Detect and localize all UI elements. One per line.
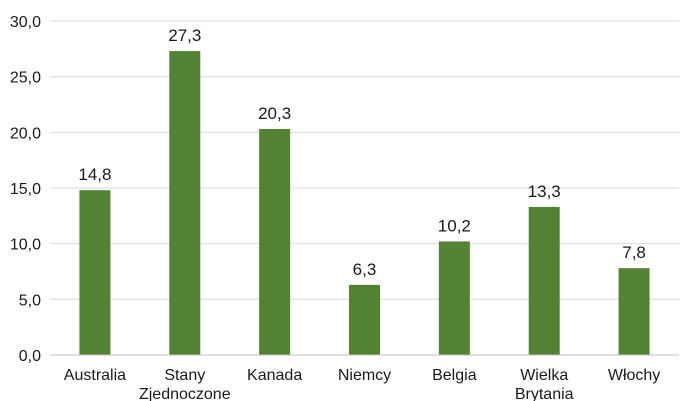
y-tick-label: 5,0 xyxy=(19,292,41,309)
bar xyxy=(528,206,560,355)
data-label: 13,3 xyxy=(528,182,561,201)
y-tick-label: 20,0 xyxy=(10,125,41,142)
x-category-label: Włochy xyxy=(608,367,660,384)
x-category-label: Belgia xyxy=(432,367,477,384)
y-tick-label: 30,0 xyxy=(10,14,41,31)
gridlines xyxy=(50,20,679,300)
bar xyxy=(259,128,291,355)
y-tick-label: 25,0 xyxy=(10,70,41,87)
y-tick-label: 0,0 xyxy=(19,348,41,365)
y-axis-tick-labels: 0,0 5,0 10,0 15,0 20,0 25,0 30,0 xyxy=(10,14,41,365)
x-category-label: Stany Zjednoczone xyxy=(139,367,231,401)
x-category-label: Kanada xyxy=(247,367,302,384)
data-label: 14,8 xyxy=(78,165,111,184)
data-label: 10,2 xyxy=(438,216,471,235)
bar xyxy=(79,190,111,355)
data-label: 20,3 xyxy=(258,104,291,123)
x-axis-category-labels: Australia Stany Zjednoczone Kanada Niemcy Bel… xyxy=(64,367,660,401)
x-category-label: Niemcy xyxy=(338,367,391,384)
y-tick-label: 10,0 xyxy=(10,237,41,254)
bar xyxy=(349,284,380,355)
data-label: 27,3 xyxy=(168,26,201,45)
bar xyxy=(169,51,201,356)
bar xyxy=(618,268,650,355)
x-category-label: Wielka Brytania xyxy=(515,367,574,401)
bar xyxy=(438,241,470,355)
data-labels: 14,8 27,3 20,3 6,3 10,2 13,3 7,8 xyxy=(78,26,646,279)
data-label: 6,3 xyxy=(353,260,377,279)
y-tick-label: 15,0 xyxy=(10,181,41,198)
x-category-label: Australia xyxy=(64,367,126,384)
data-label: 7,8 xyxy=(622,243,646,262)
bars xyxy=(79,51,650,356)
